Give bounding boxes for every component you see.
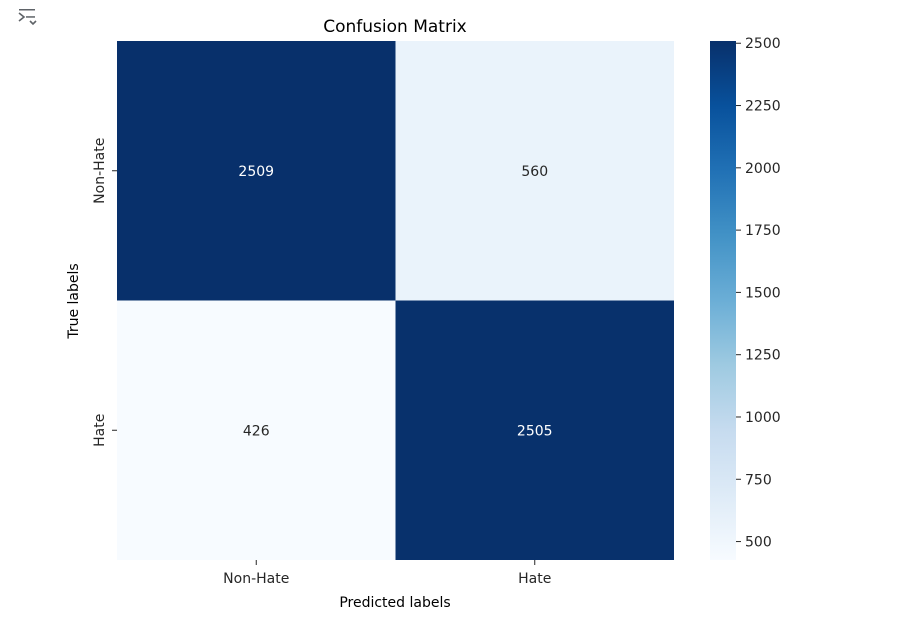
colorbar-tick-label-2: 1000 <box>745 410 781 426</box>
colorbar <box>710 41 736 560</box>
heatmap-cell-1-0 <box>117 300 396 560</box>
cell-value-label-1-0: 426 <box>243 423 270 439</box>
colorbar-ticks: 500 750 1000 1250 1500 1750 2000 2250 2500 <box>736 36 781 551</box>
y-axis-label: True labels <box>66 263 82 339</box>
colorbar-tick-label-6: 2000 <box>745 161 781 177</box>
output-expand-icon[interactable] <box>16 6 38 28</box>
heatmap-cells: 2509 560 426 2505 <box>117 41 674 560</box>
colorbar-tick-label-5: 1750 <box>745 223 781 239</box>
cell-value-label-0-1: 560 <box>521 164 548 180</box>
colorbar-tick-label-0: 500 <box>745 535 772 551</box>
heatmap-cell-1-1 <box>395 300 674 560</box>
cell-value-label-1-1: 2505 <box>517 423 553 439</box>
chart-title: Confusion Matrix <box>323 17 467 37</box>
colorbar-tick-label-3: 1250 <box>745 348 781 364</box>
x-axis-label: Predicted labels <box>339 595 450 611</box>
colorbar-tick-label-4: 1500 <box>745 285 781 301</box>
y-tick-label-1: Hate <box>92 414 108 447</box>
heatmap-cell-0-1 <box>395 41 674 301</box>
y-axis-ticks: Non-Hate Hate <box>92 138 117 447</box>
cell-value-label-0-0: 2509 <box>238 164 274 180</box>
colorbar-tick-label-8: 2500 <box>745 36 781 52</box>
y-tick-label-0: Non-Hate <box>92 138 108 204</box>
x-tick-label-1: Hate <box>518 571 551 587</box>
x-axis-ticks: Non-Hate Hate <box>223 560 551 587</box>
x-tick-label-0: Non-Hate <box>223 571 289 587</box>
heatmap-cell-0-0 <box>117 41 396 301</box>
colorbar-tick-label-7: 2250 <box>745 99 781 115</box>
colorbar-tick-label-1: 750 <box>745 472 772 488</box>
